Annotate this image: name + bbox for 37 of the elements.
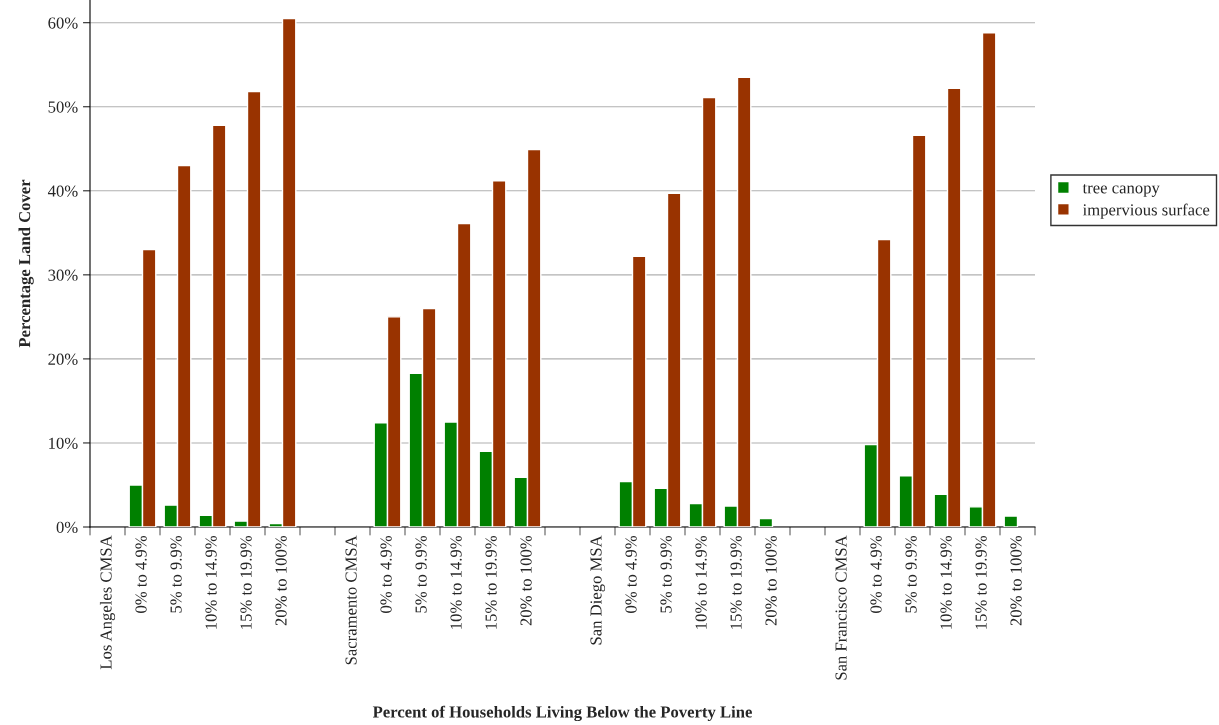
legend-label: impervious surface <box>1082 203 1210 219</box>
legend-label: tree canopy <box>1082 183 1160 197</box>
x-tick-label: 0% to 4.9% <box>380 535 392 613</box>
x-tick-label: 0% to 4.9% <box>870 535 882 613</box>
x-tick-label: 20% to 100% <box>275 535 287 626</box>
x-tick-label: 5% to 9.9% <box>905 535 917 613</box>
x-tick-label: 15% to 19.9% <box>240 535 252 629</box>
x-tick-label: 15% to 19.9% <box>485 535 497 629</box>
x-tick-label: 10% to 14.9% <box>940 535 952 629</box>
y-tick-label: 60% <box>48 17 78 29</box>
x-tick-label: 10% to 14.9% <box>205 535 217 629</box>
y-tick-label: 0% <box>56 521 78 533</box>
y-tick-label: 20% <box>48 353 78 365</box>
x-tick-label: 5% to 9.9% <box>170 535 182 613</box>
bar <box>758 517 774 527</box>
y-tick-label: 30% <box>48 269 78 281</box>
x-tick-label: 20% to 100% <box>520 535 532 626</box>
x-axis-title: Percent of Households Living Below the Poverty Line <box>372 705 752 722</box>
x-tick-label: Los Angeles CMSA <box>99 535 116 670</box>
y-axis-title: Percentage Land Cover <box>18 179 34 348</box>
y-tick-label: 10% <box>49 437 78 449</box>
y-tick-label: 40% <box>47 185 78 197</box>
x-tick-label: 5% to 9.9% <box>660 535 672 613</box>
x-tick-label: 15% to 19.9% <box>975 535 987 629</box>
x-tick-label: 0% to 4.9% <box>135 535 147 613</box>
bar <box>1003 515 1019 527</box>
x-tick-label: San Francisco CMSA <box>835 535 847 680</box>
x-tick-label: 20% to 100% <box>1010 535 1022 626</box>
x-tick-label: 15% to 19.9% <box>730 535 742 629</box>
y-tick-label: 50% <box>48 101 78 113</box>
x-tick-label: 0% to 4.9% <box>625 535 637 613</box>
x-tick-label: San Diego MSA <box>590 535 606 645</box>
x-tick-label: 20% to 100% <box>765 535 777 626</box>
x-tick-label: 10% to 14.9% <box>450 535 462 629</box>
x-tick-label: 5% to 9.9% <box>415 535 427 613</box>
x-tick-label: 10% to 14.9% <box>695 535 707 629</box>
x-tick-label: Sacramento CMSA <box>345 535 357 665</box>
